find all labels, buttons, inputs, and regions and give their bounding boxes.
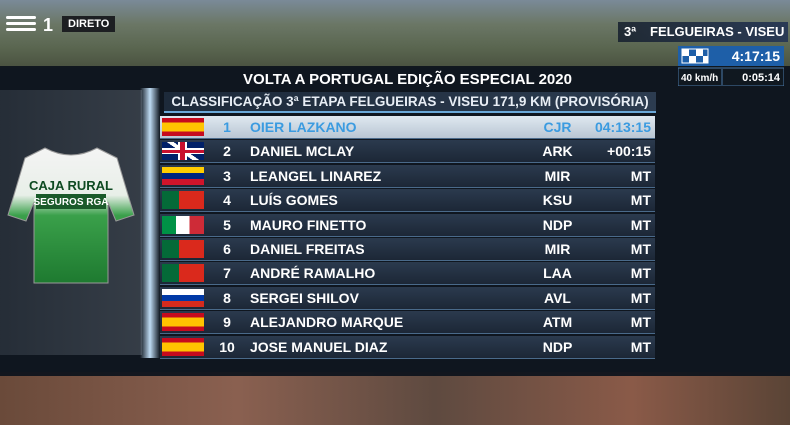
team: MIR <box>544 167 571 184</box>
time: MT <box>630 241 651 257</box>
time: +00:15 <box>607 143 651 160</box>
flag <box>162 215 204 234</box>
team: NDP <box>542 338 573 355</box>
rank: 4 <box>223 192 231 209</box>
rank: 8 <box>223 289 231 306</box>
time: MT <box>630 216 651 233</box>
rider-name: DANIEL MCLAY <box>250 143 355 160</box>
flag <box>162 337 204 356</box>
race-time: 4:17:15 <box>732 48 780 64</box>
rank: 3 <box>223 167 231 184</box>
flag <box>162 288 204 307</box>
jersey: CAJA RURAL SEGUROS RGA <box>7 147 135 284</box>
team: MIR <box>544 241 571 257</box>
title: VOLTA A PORTUGAL EDIÇÃO ESPECIAL 2020 <box>243 71 572 88</box>
time: MT <box>630 265 651 282</box>
gap-time: 0:05:14 <box>742 72 781 84</box>
rider-name: ALEJANDRO MARQUE <box>250 314 404 331</box>
rank: 1 <box>223 119 231 135</box>
channel-number: 1 <box>43 15 53 35</box>
time: MT <box>630 167 651 184</box>
team: ATM <box>542 314 573 331</box>
jersey-text: CAJA RURAL <box>29 178 113 193</box>
rider-name: MAURO FINETTO <box>250 216 367 233</box>
team: LAA <box>543 265 572 282</box>
flag <box>162 166 204 185</box>
rank: 7 <box>223 265 231 282</box>
rank: 9 <box>223 314 231 331</box>
rider-name: OIER LAZKANO <box>250 119 357 135</box>
flag <box>162 313 204 332</box>
timer: 4:17:15 40 km/h 0:05:14 <box>678 46 784 86</box>
standing-row: 6 DANIEL FREITAS MIR MT <box>160 238 655 261</box>
standing-row: 1 OIER LAZKANO CJR 04:13:15 <box>160 116 655 139</box>
stage-number: 3ª <box>624 24 637 39</box>
standing-row: 7 ANDRÉ RAMALHO LAA MT <box>160 262 655 286</box>
standing-row: 10 JOSE MANUEL DIAZ NDP MT <box>160 335 655 359</box>
time: MT <box>630 192 651 209</box>
standing-row: 4 LUÍS GOMES KSU MT <box>160 189 655 213</box>
time: MT <box>630 314 651 331</box>
flag <box>162 142 204 161</box>
team: CJR <box>543 119 572 135</box>
team: ARK <box>542 143 573 160</box>
jersey-area: CAJA RURAL SEGUROS RGA <box>0 90 142 355</box>
rank: 6 <box>223 241 231 257</box>
time: 04:13:15 <box>594 119 651 135</box>
flag <box>162 118 204 136</box>
rider-name: JOSE MANUEL DIAZ <box>250 338 388 355</box>
rank: 10 <box>219 338 235 355</box>
time: MT <box>630 338 651 355</box>
standing-row: 9 ALEJANDRO MARQUE ATM MT <box>160 311 655 335</box>
team: AVL <box>544 289 571 306</box>
rider-name: LUÍS GOMES <box>250 192 338 209</box>
jersey-text: SEGUROS RGA <box>33 197 108 208</box>
speed: 40 km/h <box>681 73 718 84</box>
rider-name: SERGEI SHILOV <box>250 289 359 306</box>
time: MT <box>630 289 651 306</box>
glow <box>140 88 160 358</box>
rider-name: LEANGEL LINAREZ <box>250 167 382 184</box>
background-bottom <box>0 372 790 425</box>
team: NDP <box>542 216 573 233</box>
standing-row: 8 SERGEI SHILOV AVL MT <box>160 286 655 310</box>
standing-row: 3 LEANGEL LINAREZ MIR MT <box>160 164 655 188</box>
flag <box>162 191 204 210</box>
flag <box>162 240 204 258</box>
rider-name: DANIEL FREITAS <box>250 241 365 257</box>
stage-route: FELGUEIRAS - VISEU <box>650 24 785 39</box>
flag <box>162 264 204 283</box>
rank: 2 <box>223 143 231 160</box>
live-badge: DIRETO <box>62 16 116 32</box>
rank: 5 <box>223 216 231 233</box>
subtitle: CLASSIFICAÇÃO 3ª ETAPA FELGUEIRAS - VISE… <box>164 92 656 113</box>
rider-name: ANDRÉ RAMALHO <box>250 265 376 282</box>
standing-row: 5 MAURO FINETTO NDP MT <box>160 213 655 237</box>
channel-logo: 1 <box>6 15 53 35</box>
team: KSU <box>542 192 573 209</box>
standing-row: 2 DANIEL MCLAY ARK +00:15 <box>160 140 655 164</box>
stage-box: 3ª FELGUEIRAS - VISEU <box>618 22 788 42</box>
